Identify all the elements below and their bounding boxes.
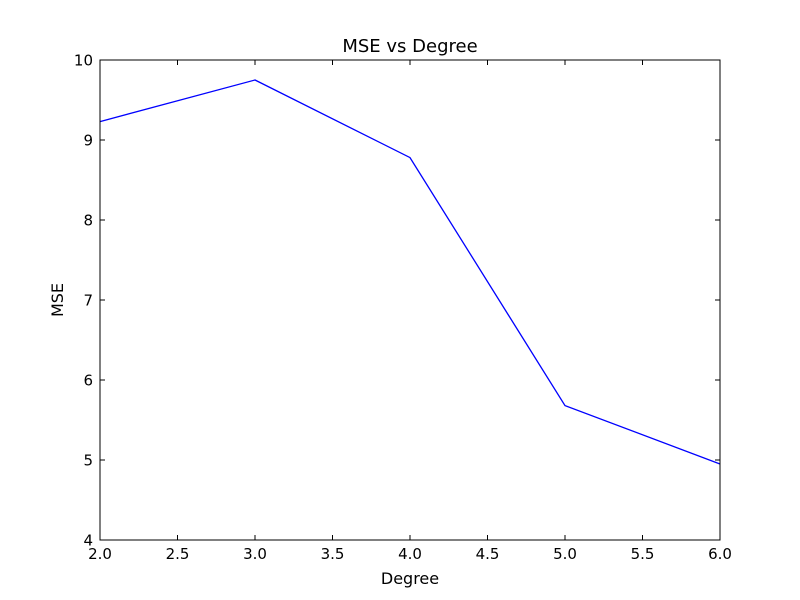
x-tick-labels: 2.0 2.5 3.0 3.5 4.0 4.5 5.0 5.5 6.0 (88, 545, 732, 563)
y-tick-label: 8 (83, 212, 93, 230)
y-tick-label: 4 (83, 532, 93, 550)
y-tick-label: 6 (83, 372, 93, 390)
x-tick-label: 2.5 (166, 545, 190, 563)
y-tick-label: 7 (83, 292, 93, 310)
y-tick-labels: 4 5 6 7 8 9 10 (74, 52, 93, 550)
x-tick-label: 4.5 (476, 545, 500, 563)
y-axis-label: MSE (48, 283, 67, 317)
x-tick-label: 5.5 (631, 545, 655, 563)
x-tick-label: 2.0 (88, 545, 112, 563)
chart-title: MSE vs Degree (342, 36, 477, 57)
plot-frame (99, 59, 721, 541)
y-tick-label: 5 (83, 452, 93, 470)
x-axis-label: Degree (381, 569, 439, 588)
x-tick-label: 6.0 (708, 545, 732, 563)
y-tick-label: 9 (83, 132, 93, 150)
x-tick-label: 3.0 (243, 545, 267, 563)
x-tick-label: 3.5 (321, 545, 345, 563)
x-tick-label: 5.0 (553, 545, 577, 563)
y-tick-label: 10 (74, 52, 93, 70)
x-tick-label: 4.0 (398, 545, 422, 563)
